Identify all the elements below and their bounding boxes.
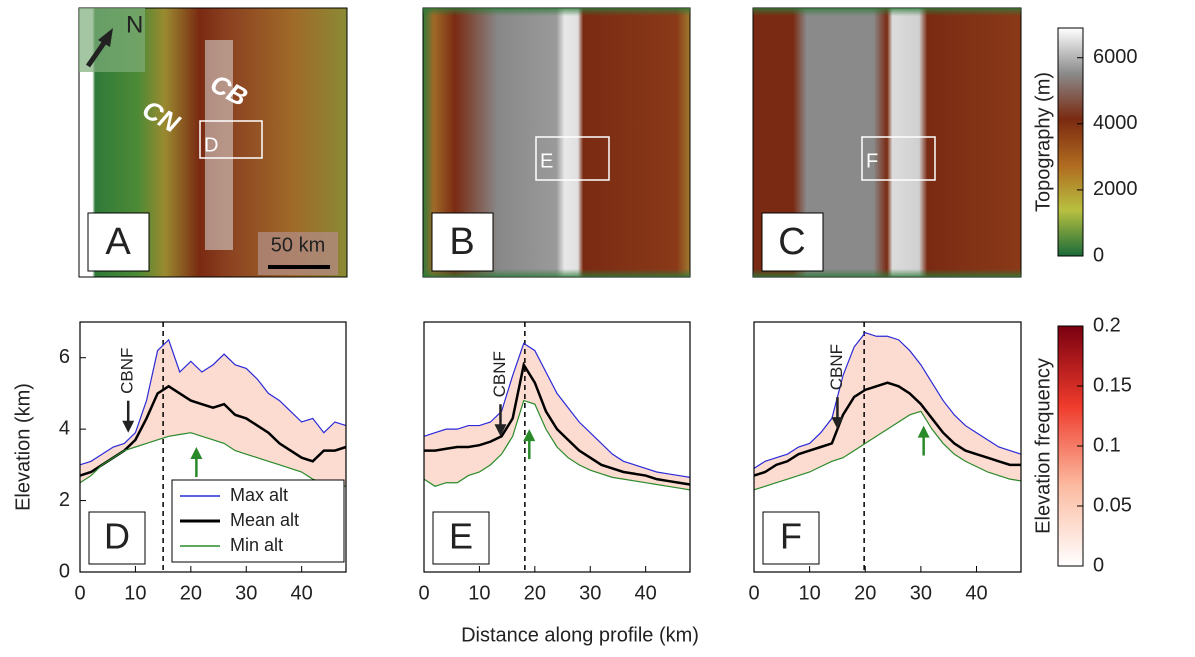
x-tick-label: 20	[524, 582, 546, 604]
x-tick-label: 30	[579, 582, 601, 604]
box-label: D	[204, 134, 218, 156]
uplift-arrowhead	[917, 425, 930, 438]
series-line	[423, 342, 691, 478]
colorbar-tick-label: 0.2	[1093, 314, 1121, 336]
legend-label: Min alt	[230, 535, 283, 555]
legend-label: Mean alt	[230, 510, 299, 530]
panel-box	[88, 511, 146, 565]
colorbar-tick-label: 0.05	[1093, 494, 1132, 516]
axes-frame	[423, 321, 691, 573]
panel-box	[87, 212, 150, 272]
colorbar-label: Topography (m)	[1032, 72, 1054, 212]
profile-box	[861, 136, 936, 181]
x-tick-label: 10	[468, 582, 490, 604]
axes-frame	[753, 321, 1022, 573]
series-line	[79, 338, 347, 466]
panel-box	[432, 511, 490, 565]
colorbar-tick-label: 4000	[1093, 112, 1138, 134]
profile-box	[535, 136, 610, 181]
panel-label: B	[449, 221, 474, 263]
panel-box	[762, 511, 820, 565]
colorbar-tick-label: 0	[1093, 244, 1104, 266]
colorbar-tick-label: 0.15	[1093, 374, 1132, 396]
y-tick-label: 2	[59, 489, 70, 511]
north-arrow	[85, 38, 109, 68]
colorbar-tick-label: 0.1	[1093, 434, 1121, 456]
cbnf-arrowhead	[122, 420, 135, 433]
legend-label: Max alt	[230, 485, 288, 505]
frequency-band	[424, 343, 690, 490]
colorbar-tick-label: 2000	[1093, 178, 1138, 200]
ridge	[205, 40, 233, 250]
x-tick-label: 10	[124, 582, 146, 604]
series-line	[753, 381, 1021, 477]
panel-label: E	[449, 516, 473, 557]
x-axis-label: Distance along profile (km)	[461, 624, 699, 646]
profile-box	[199, 120, 263, 159]
x-tick-label: 0	[418, 582, 429, 604]
x-tick-label: 0	[74, 582, 85, 604]
x-tick-label: 30	[910, 582, 932, 604]
north-arrowhead	[98, 28, 113, 47]
colorbar-tick-label: 6000	[1093, 46, 1138, 68]
colorbar-label: Elevation frequency	[1032, 358, 1054, 534]
panel-label: F	[780, 516, 802, 557]
x-tick-label: 10	[799, 582, 821, 604]
series-line	[753, 410, 1022, 491]
cbnf-label: CBNF	[490, 351, 509, 397]
box-label: F	[866, 150, 878, 172]
frequency-band	[754, 332, 1021, 490]
axes-frame	[79, 321, 347, 573]
x-tick-label: 40	[635, 582, 657, 604]
y-tick-label: 0	[59, 560, 70, 582]
cbnf-label: CBNF	[827, 344, 846, 390]
y-tick-label: 4	[59, 417, 70, 439]
x-tick-label: 30	[235, 582, 257, 604]
box-label: E	[540, 150, 553, 172]
uplift-arrowhead	[523, 429, 536, 442]
y-axis-label: Elevation (km)	[12, 383, 34, 511]
cbnf-arrowhead	[831, 417, 844, 430]
uplift-arrowhead	[190, 447, 203, 459]
series-line	[79, 432, 347, 487]
panel-label: A	[105, 221, 131, 263]
colorbar	[1057, 27, 1084, 257]
x-tick-label: 40	[291, 582, 313, 604]
series-line	[753, 332, 1022, 469]
colorbar-tick-label: 0	[1093, 554, 1104, 576]
y-tick-label: 6	[59, 346, 70, 368]
x-tick-label: 0	[748, 582, 759, 604]
x-tick-label: 20	[180, 582, 202, 604]
x-tick-label: 40	[965, 582, 987, 604]
frequency-band	[80, 339, 346, 487]
panel-box	[761, 212, 824, 272]
north-label: N	[126, 11, 143, 38]
cbnf-label: CBNF	[118, 348, 137, 394]
panel-box	[431, 212, 494, 272]
panel-label: C	[778, 221, 805, 263]
series-line	[423, 399, 691, 491]
cbnf-arrowhead	[494, 424, 507, 437]
series-line	[424, 361, 691, 486]
x-tick-label: 20	[854, 582, 876, 604]
scale-label: 50 km	[271, 234, 325, 256]
panel-label: D	[104, 516, 130, 557]
